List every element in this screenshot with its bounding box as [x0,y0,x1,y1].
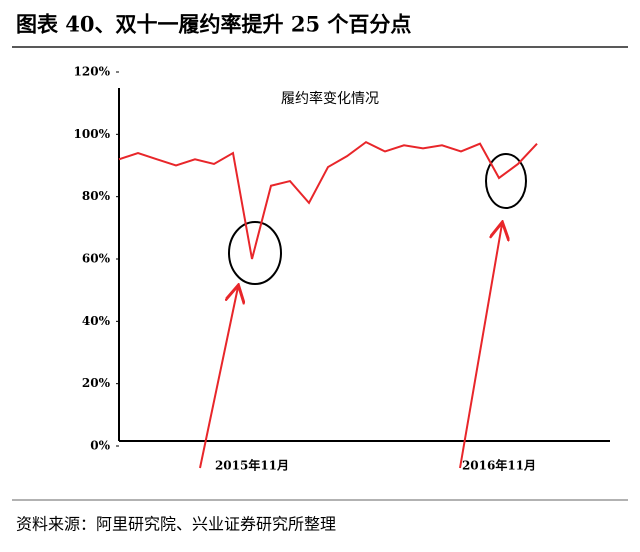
arrow [459,224,502,469]
highlight-circle [485,153,527,209]
y-tick-label: 40% [82,314,111,328]
y-tick-label: 20% [82,376,111,390]
source: 资料来源：阿里研究院、兴业证券研究所整理 [16,515,336,534]
x-tick-label: 2015年11月 [215,458,289,473]
line [118,140,538,260]
y-tick-label: 60% [82,252,111,266]
figure-title: 图表 40、双十一履约率提升 25 个百分点 [16,12,411,37]
y-tick-label: 0% [90,439,110,453]
chart-title: 履约率变化情况 [281,90,379,107]
highlight-circle [228,221,282,285]
y-tick-label: 80% [82,189,111,203]
y-tick-label: 120% [74,65,111,79]
arrow [199,287,238,469]
x-tick-label: 2016年11月 [462,458,536,473]
y-tick-label: 100% [74,127,111,141]
